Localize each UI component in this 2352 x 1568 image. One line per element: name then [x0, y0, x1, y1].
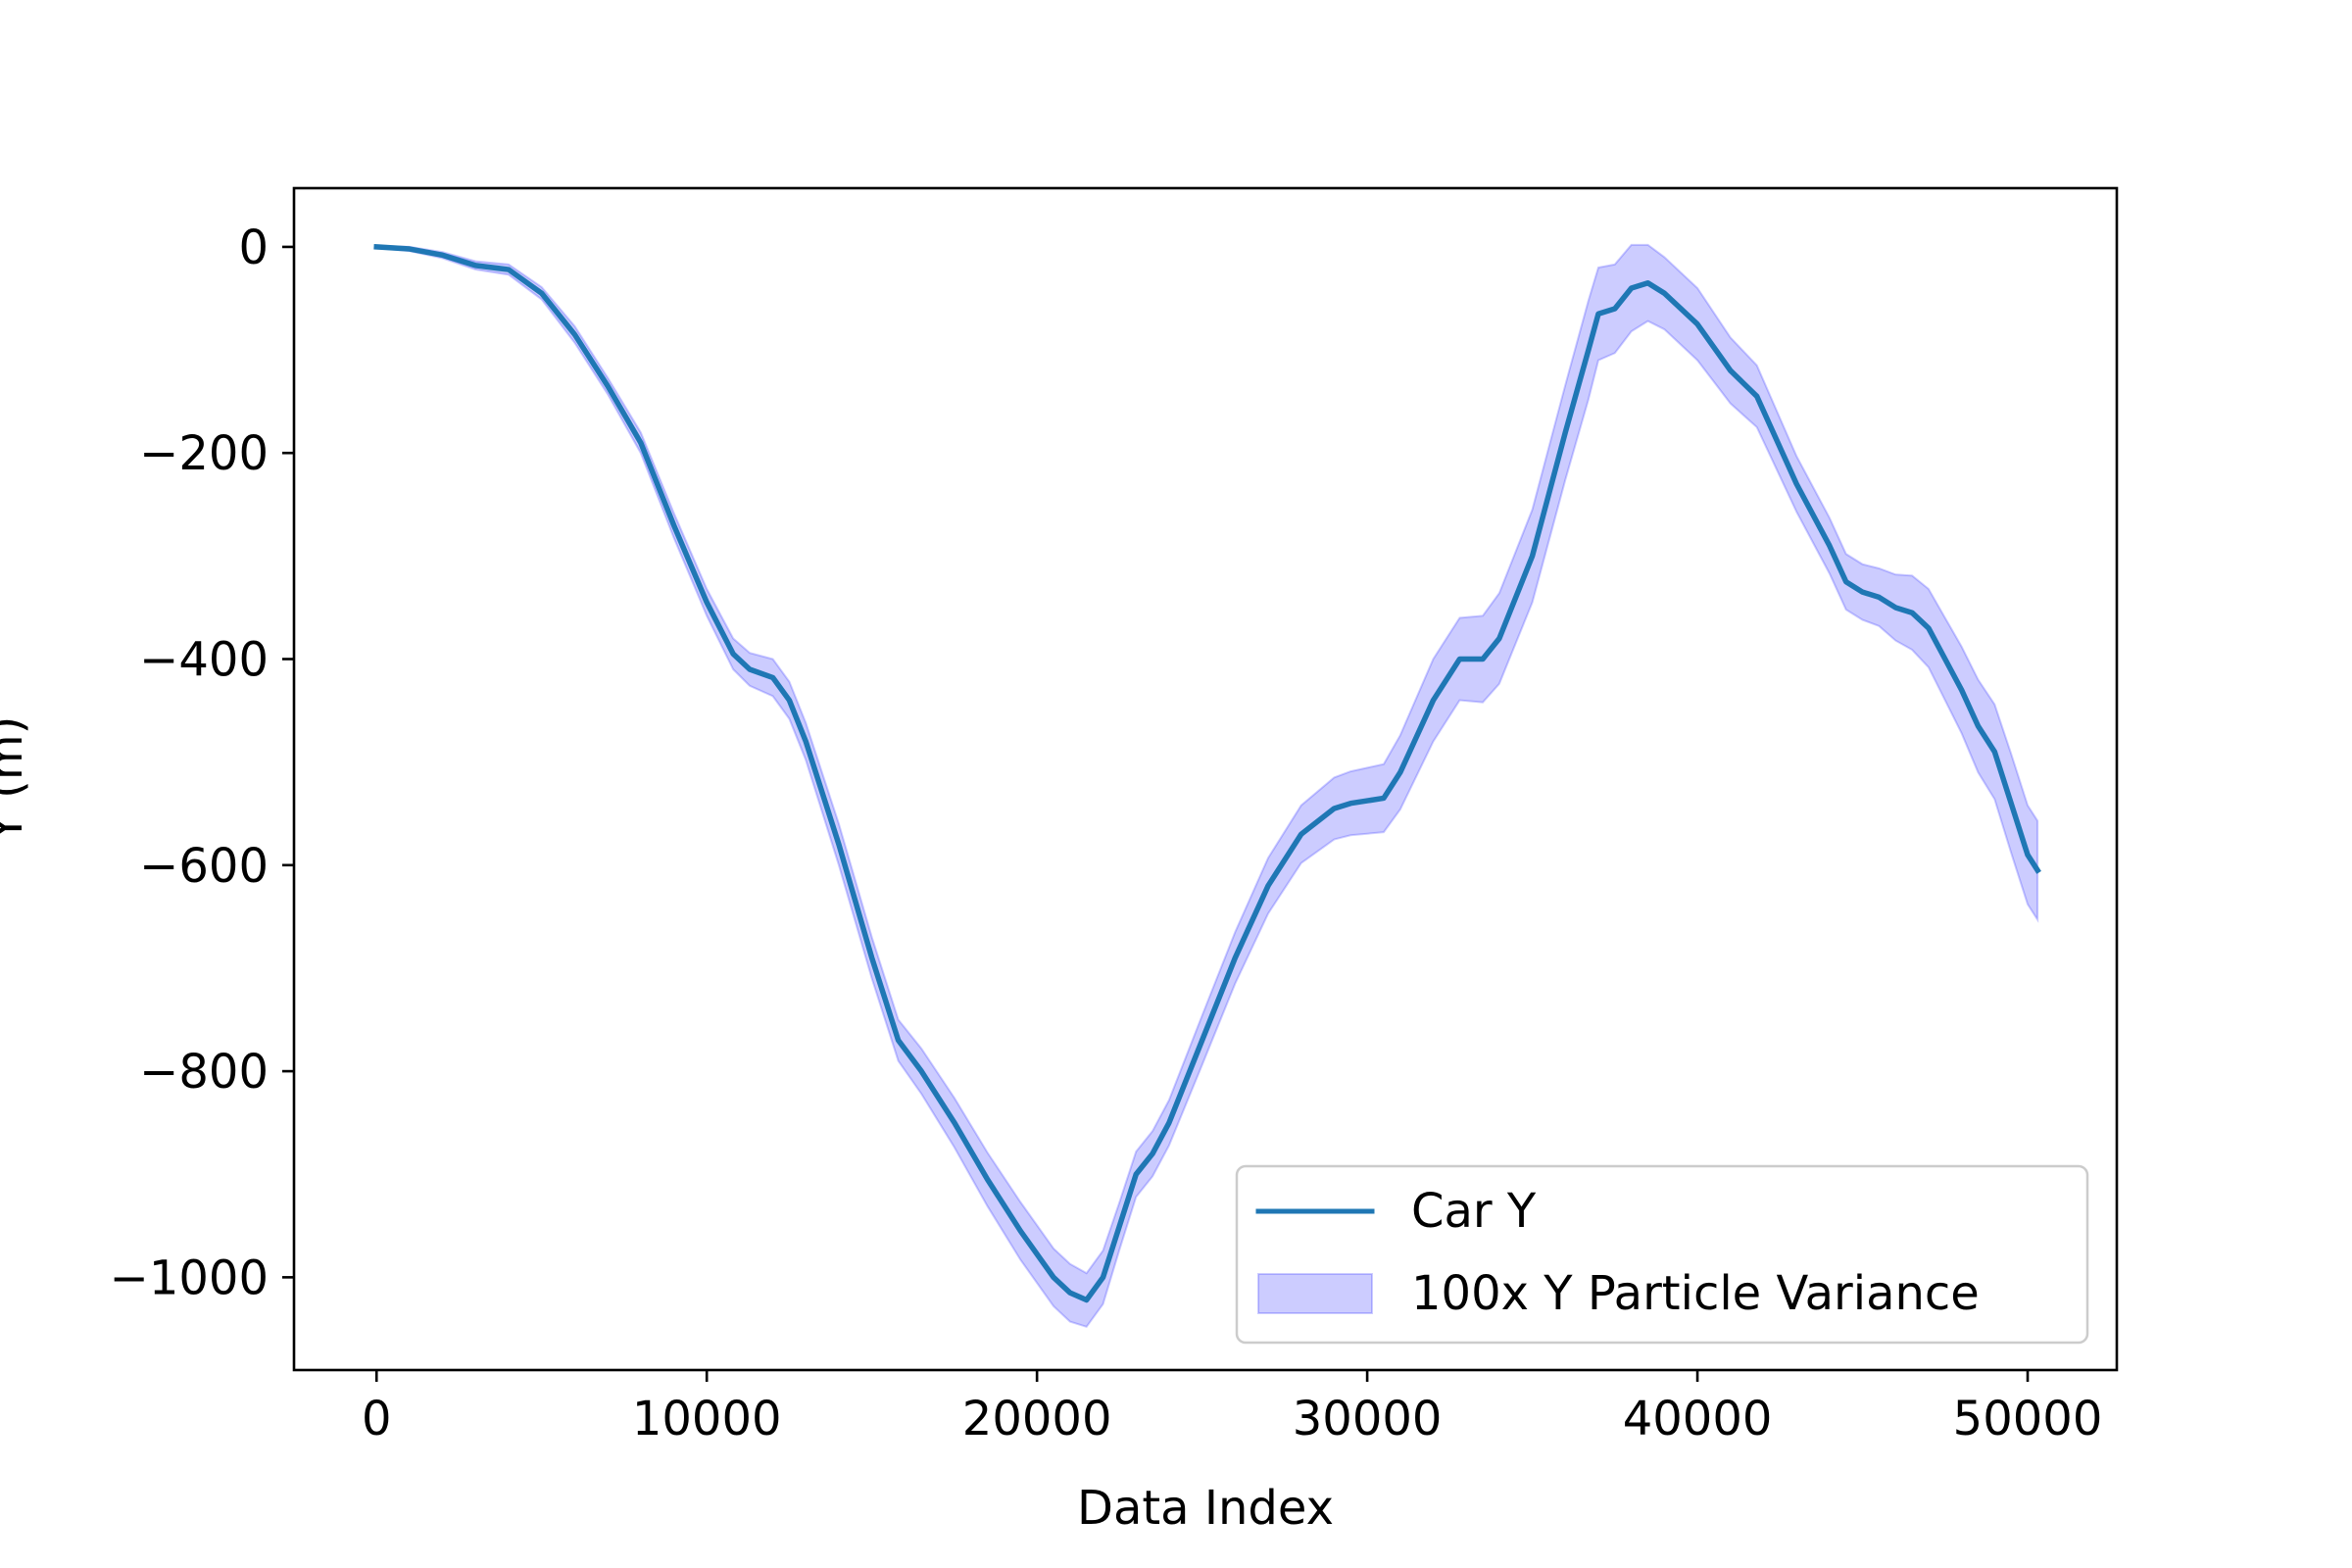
x-tick-label: 40000 — [1623, 1392, 1773, 1446]
plot-frame — [292, 186, 2119, 1372]
legend-box — [1235, 1164, 2089, 1345]
variance-band — [375, 243, 2039, 1329]
car-y-line-layer — [373, 244, 2041, 1303]
x-tick-label: 10000 — [632, 1392, 782, 1446]
y-tick-label: −600 — [139, 839, 269, 894]
y-tick-label: −1000 — [110, 1250, 269, 1305]
x-tick-label: 50000 — [1953, 1392, 2103, 1446]
legend: Car Y 100x Y Particle Variance — [1235, 1164, 2089, 1345]
y-tick-label: −800 — [139, 1045, 269, 1100]
y-tick-label: 0 — [238, 220, 269, 275]
y-tick-label: −400 — [139, 633, 269, 688]
x-tick-label: 30000 — [1293, 1392, 1443, 1446]
x-axis-ticks: 0 10000 20000 30000 40000 50000 — [362, 1370, 2102, 1446]
car-y-line — [373, 244, 2041, 1303]
x-axis-label: Data Index — [1077, 1481, 1334, 1536]
y-axis-ticks: 0 −200 −400 −600 −800 −1000 — [110, 220, 294, 1305]
y-tick-label: −200 — [139, 426, 269, 481]
x-tick-label: 0 — [362, 1392, 392, 1446]
legend-variance-swatch — [1257, 1273, 1373, 1314]
legend-car-y-label: Car Y — [1411, 1184, 1537, 1239]
variance-band-layer — [375, 243, 2039, 1329]
y-axis-label: Y (m) — [0, 716, 33, 844]
x-tick-label: 20000 — [962, 1392, 1112, 1446]
legend-variance-label: 100x Y Particle Variance — [1411, 1266, 1980, 1321]
